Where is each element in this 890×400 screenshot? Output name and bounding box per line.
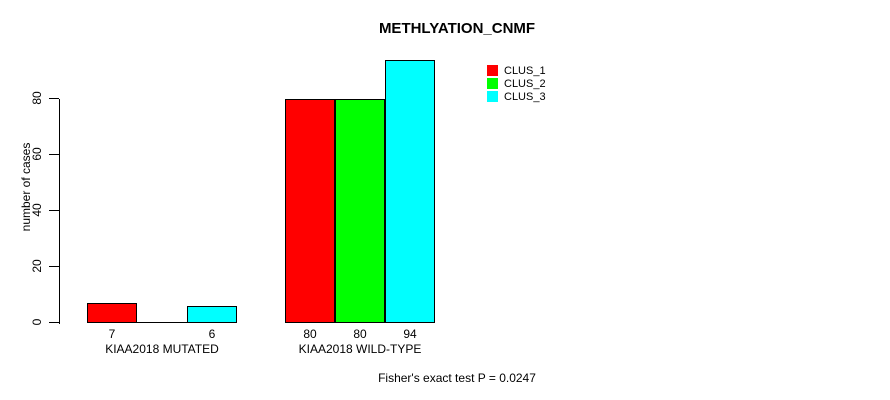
y-axis-tick <box>49 322 59 323</box>
bar-clus_2-group1-zero <box>137 322 187 323</box>
legend-item-clus_2: CLUS_2 <box>487 77 546 90</box>
legend-label: CLUS_1 <box>504 64 546 77</box>
y-axis-tick <box>49 266 59 267</box>
y-tick-label: 0 <box>30 318 44 326</box>
bar-value-label: 80 <box>353 327 367 341</box>
bar-value-label: 6 <box>208 327 216 341</box>
y-tick-label: 80 <box>30 91 44 105</box>
bar-clus_1-group2 <box>285 99 335 323</box>
legend-item-clus_1: CLUS_1 <box>487 64 546 77</box>
y-tick-label: 60 <box>30 147 44 161</box>
y-axis-line <box>59 99 60 324</box>
legend-swatch-clus_3 <box>487 91 498 102</box>
y-tick-label: 40 <box>30 203 44 217</box>
y-axis-tick <box>49 98 59 99</box>
chart-title: METHLYATION_CNMF <box>378 20 536 37</box>
legend-swatch-clus_2 <box>487 78 498 89</box>
legend-item-clus_3: CLUS_3 <box>487 90 546 103</box>
bar-clus_3-group2 <box>385 60 435 323</box>
y-tick-label: 20 <box>30 259 44 273</box>
legend-swatch-clus_1 <box>487 65 498 76</box>
bar-clus_2-group2 <box>335 99 385 323</box>
bar-value-label: 80 <box>303 327 317 341</box>
y-axis-tick <box>49 210 59 211</box>
group-label: KIAA2018 MUTATED <box>105 342 219 356</box>
y-axis-tick <box>49 154 59 155</box>
legend: CLUS_1 CLUS_2 CLUS_3 <box>487 64 546 103</box>
p-value-annotation: Fisher's exact test P = 0.0247 <box>378 371 536 385</box>
bar-value-label: 94 <box>403 327 417 341</box>
legend-label: CLUS_3 <box>504 90 546 103</box>
group-label: KIAA2018 WILD-TYPE <box>298 342 422 356</box>
bar-clus_1-group1 <box>87 303 137 323</box>
legend-label: CLUS_2 <box>504 77 546 90</box>
bar-value-label: 7 <box>108 327 116 341</box>
bar-clus_3-group1 <box>187 306 237 323</box>
